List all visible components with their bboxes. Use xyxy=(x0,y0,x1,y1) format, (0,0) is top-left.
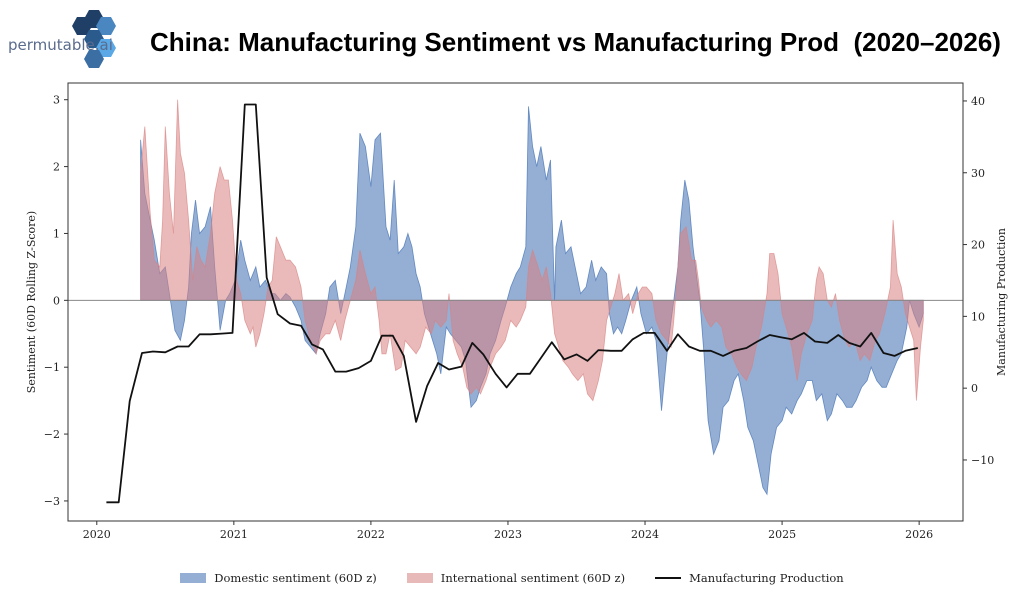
legend-line-production xyxy=(655,577,682,579)
manufacturing-production-line xyxy=(106,103,918,504)
chart-title: China: Manufacturing Sentiment vs Manufa… xyxy=(150,27,1001,57)
x-tick-label: 2026 xyxy=(905,528,933,541)
legend-item-domestic: Domestic sentiment (60D z) xyxy=(180,571,377,585)
logo-hex xyxy=(96,39,116,57)
x-tick-label: 2022 xyxy=(357,528,385,541)
legend-swatch-domestic xyxy=(180,573,207,583)
x-tick-label: 2020 xyxy=(83,528,111,541)
brand-name: permutable.ai xyxy=(8,36,113,54)
legend-item-international: International sentiment (60D z) xyxy=(406,571,626,585)
y-tick-label-right: 40 xyxy=(971,95,985,108)
x-tick-label: 2025 xyxy=(768,528,796,541)
y-axis-label-right: Manufacturing Production xyxy=(995,228,1008,376)
x-tick-label: 2021 xyxy=(220,528,248,541)
plot-frame xyxy=(67,82,964,522)
y-tick-label-left: 1 xyxy=(53,227,60,240)
y-tick-label-right: −10 xyxy=(971,454,994,467)
y-tick-label-left: 2 xyxy=(53,161,60,174)
y-tick-label-right: 20 xyxy=(971,239,985,252)
y-tick-label-left: −3 xyxy=(44,495,60,508)
legend-label-production: Manufacturing Production xyxy=(689,571,844,585)
y-tick-label-right: 30 xyxy=(971,167,985,180)
y-axis-label-left: Sentiment (60D Rolling Z-Score) xyxy=(25,211,38,393)
legend-label-international: International sentiment (60D z) xyxy=(440,571,626,585)
legend-item-production: Manufacturing Production xyxy=(655,571,844,585)
legend-label-domestic: Domestic sentiment (60D z) xyxy=(214,571,377,585)
logo-hex xyxy=(96,17,116,35)
legend: Domestic sentiment (60D z) International… xyxy=(0,571,1024,585)
y-tick-label-left: 3 xyxy=(53,94,60,107)
x-tick-label: 2023 xyxy=(494,528,522,541)
y-tick-label-right: 0 xyxy=(971,382,978,395)
y-tick-label-left: 0 xyxy=(53,294,60,307)
logo-hex xyxy=(84,50,104,68)
y-tick-label-left: −2 xyxy=(44,428,60,441)
x-tick-label: 2024 xyxy=(631,528,659,541)
logo-hex xyxy=(72,17,92,35)
legend-swatch-international xyxy=(406,573,433,583)
international-sentiment-area xyxy=(140,99,924,402)
y-tick-label-left: −1 xyxy=(44,361,60,374)
permutable-logo xyxy=(72,10,116,68)
y-tick-label-right: 10 xyxy=(971,310,985,323)
